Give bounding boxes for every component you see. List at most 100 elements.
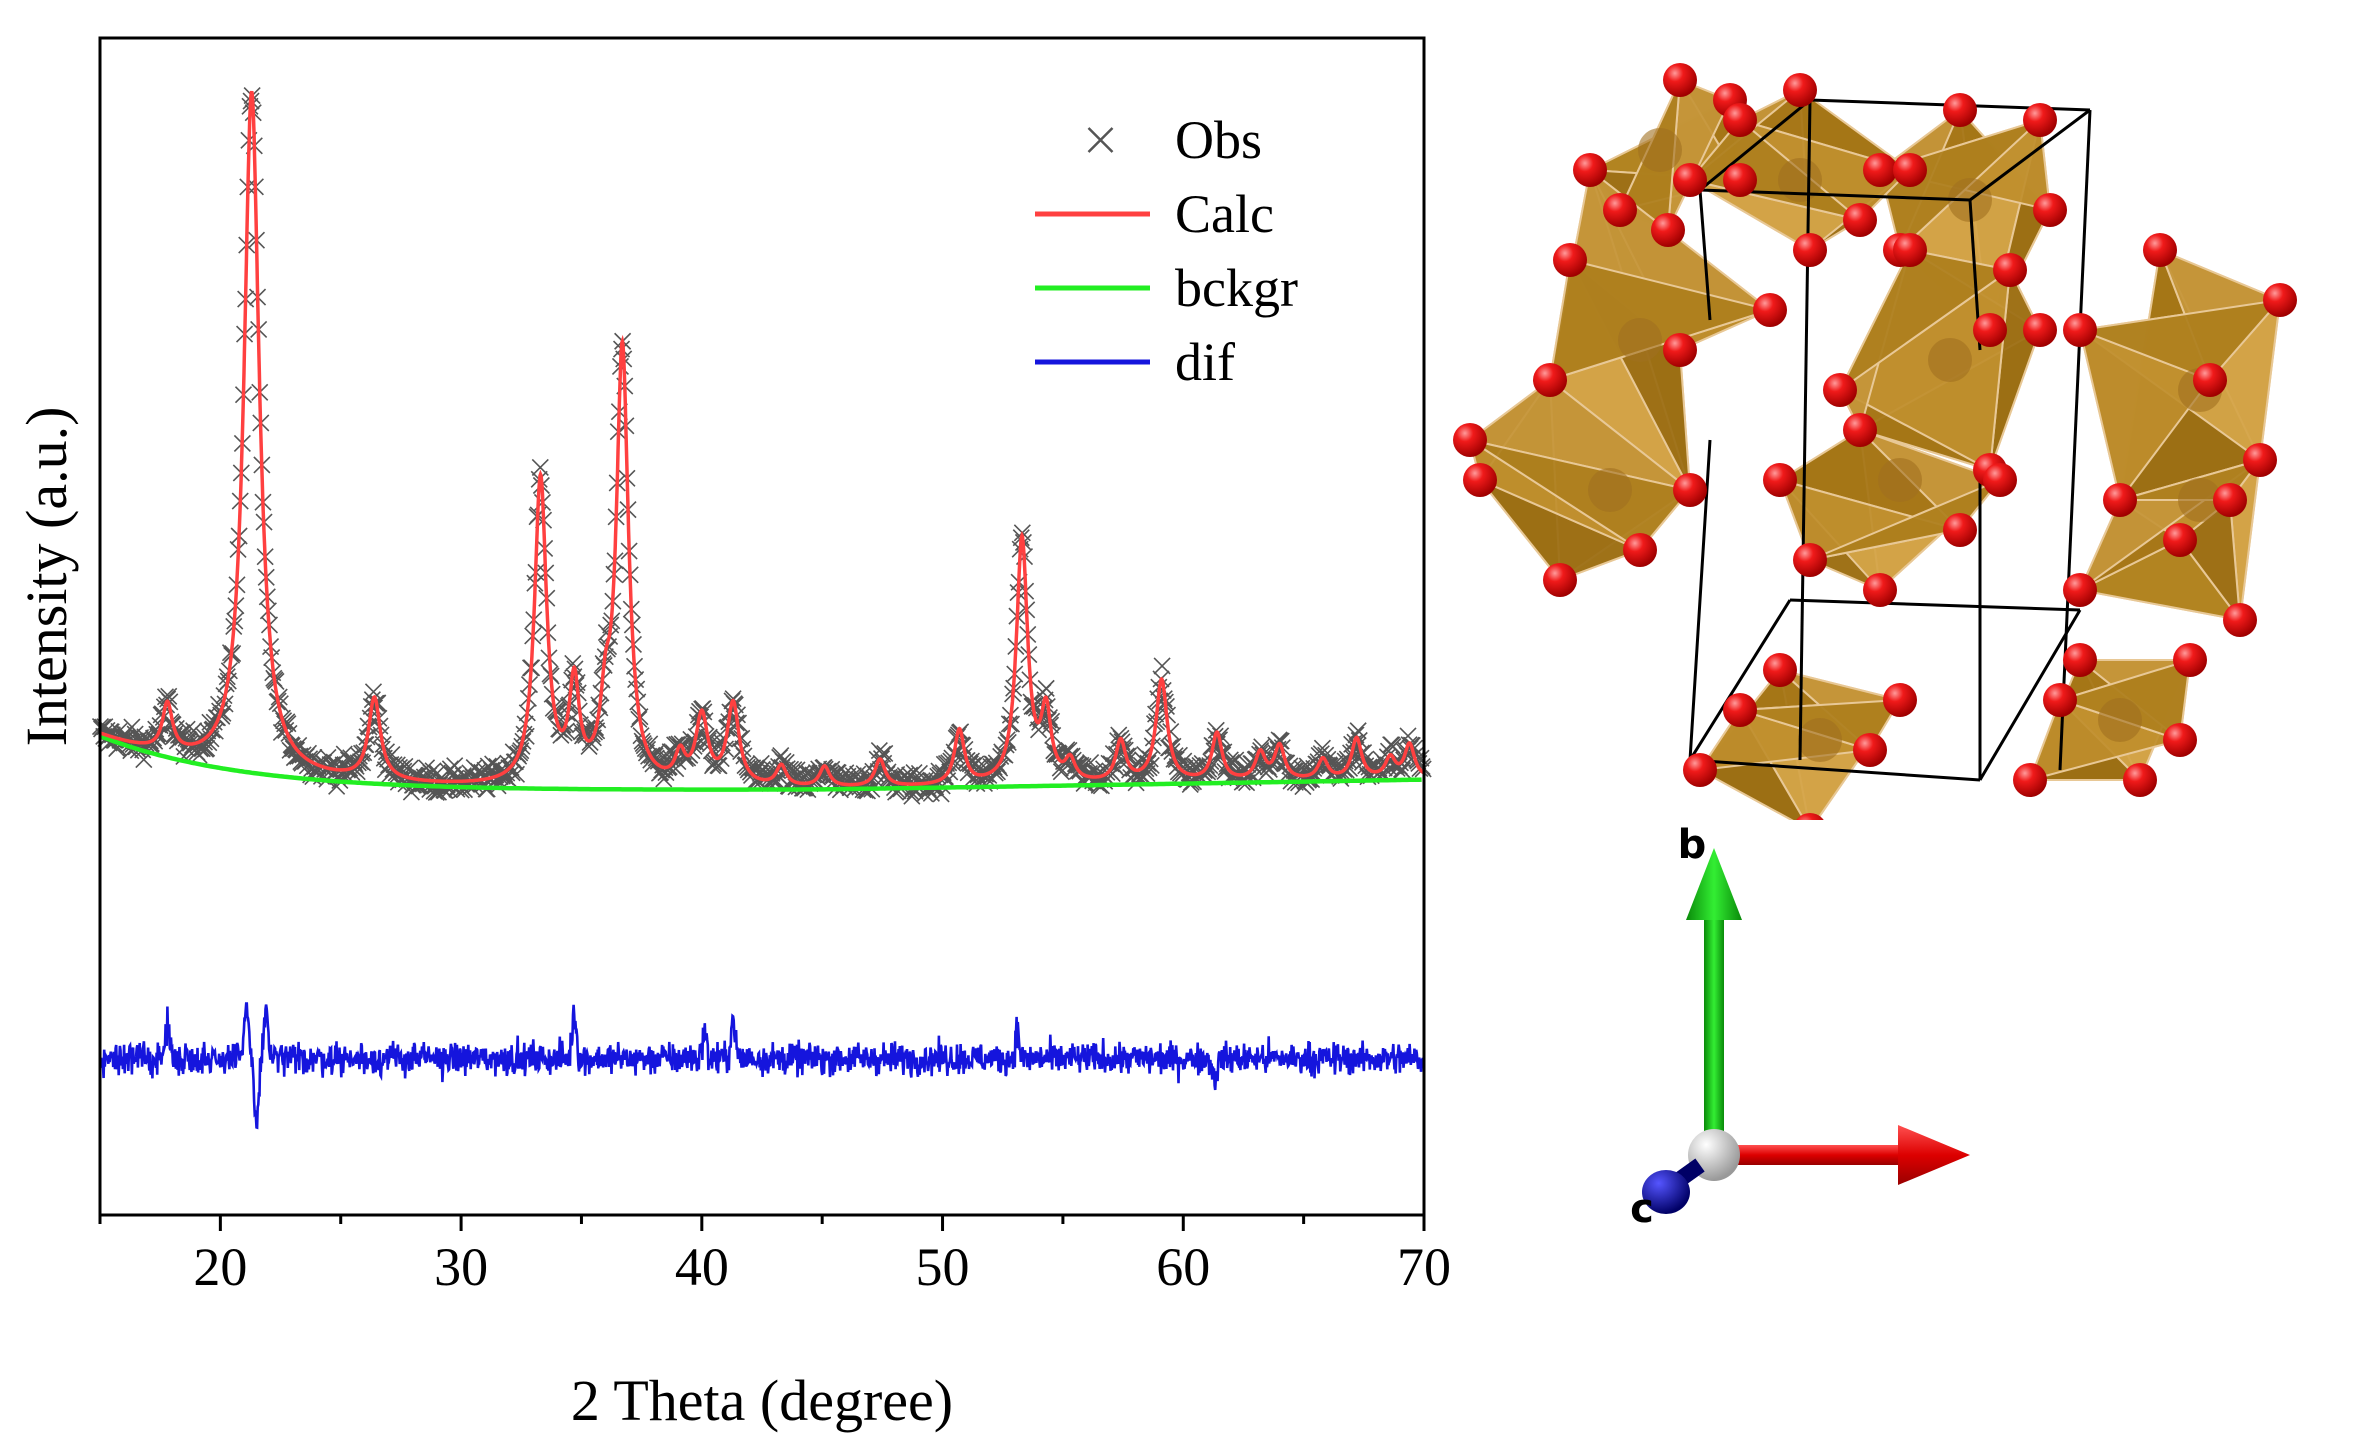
oxygen-atom [2063,313,2097,347]
oxygen-atom [2013,763,2047,797]
oxygen-atom [1853,733,1887,767]
oxygen-atom [1543,563,1577,597]
metal-atom [1778,158,1822,202]
octahedron [1548,168,1774,493]
x-axis-ticks: 20 30 40 50 60 70 [98,1215,1451,1297]
oxygen-atom [1683,753,1717,787]
unit-cell-edge [1798,99,1812,761]
oxygen-atom [1673,163,1707,197]
x-tick-label: 40 [675,1237,729,1297]
x-tick-label: 50 [916,1237,970,1297]
metal-atom [1798,718,1842,762]
oxygen-atom [2143,233,2177,267]
metal-atom [1878,458,1922,502]
x-tick-label: 60 [1156,1237,1210,1297]
oxygen-atom [1943,93,1977,127]
oxygen-atom [1763,653,1797,687]
legend-marker [1087,127,1114,153]
b-axis-label: b [1678,822,1707,868]
metal-atom [1638,128,1682,172]
metal-atom [1928,338,1972,382]
oxygen-atom [1723,163,1757,197]
oxygen-atom [1793,543,1827,577]
metal-atom [1618,318,1662,362]
legend: Obs Calc bckgr dif [1035,110,1298,392]
unit-cell-edge [1978,609,2082,781]
metal-atom [2178,478,2222,522]
oxygen-atom [1453,423,1487,457]
x-tick-label: 30 [434,1237,488,1297]
oxygen-atom [1783,73,1817,107]
c-axis-label: c [1630,1186,1654,1232]
oxygen-atom [1663,63,1697,97]
oxygen-atom [1793,233,1827,267]
legend-label: dif [1175,332,1235,392]
metal-atom [1588,468,1632,512]
oxygen-atom [1823,373,1857,407]
plot-frame [98,36,1426,1217]
legend-item-calc: Calc [1035,184,1274,244]
x-tick-label: 20 [193,1237,247,1297]
oxygen-atom [2223,603,2257,637]
oxygen-atom [2123,763,2157,797]
oxygen-atom [1796,813,1824,820]
xrd-chart: 20 30 40 50 60 70 2 Theta (degree) Intensity … [14,36,1451,1433]
oxygen-atom [2173,643,2207,677]
oxygen-atoms-group [1453,63,2297,820]
metal-atom [2098,698,2142,742]
oxygen-atom [2023,103,2057,137]
oxygen-atom [1893,233,1927,267]
oxygen-atom [1863,573,1897,607]
unit-cell-edge [1688,599,1792,761]
series-calc [99,90,1425,787]
oxygen-atom [2163,723,2197,757]
oxygen-atom [2023,313,2057,347]
oxygen-atom [2103,483,2137,517]
unit-cell-edge [1698,189,1712,321]
b-axis-arrow [1686,848,1742,1140]
oxygen-atom [1651,213,1685,247]
oxygen-atom [1993,253,2027,287]
octahedra-group [1467,77,2283,820]
a-axis-arrow [1730,1125,1970,1185]
legend-label: Obs [1175,110,1262,170]
oxygen-atom [1553,243,1587,277]
octahedron [2028,657,2192,783]
oxygen-atom [1723,103,1757,137]
x-axis-title: 2 Theta (degree) [571,1368,953,1433]
oxygen-atom [1763,463,1797,497]
oxygen-atom [1843,203,1877,237]
unit-cell-edge [1789,598,2081,612]
plot-area [91,87,1432,1130]
oxygen-atom [2063,573,2097,607]
oxygen-atom [2163,523,2197,557]
octahedron-face [1469,439,1692,552]
oxygen-atom [2063,643,2097,677]
oxygen-atom [1723,693,1757,727]
octahedron-face [1839,248,2013,391]
oxygen-atom [1753,293,1787,327]
series-bckgr [99,733,1422,792]
oxygen-atom [1943,513,1977,547]
series-dif [98,1002,1426,1130]
oxygen-atom [1663,333,1697,367]
oxygen-atom [2213,483,2247,517]
legend-item-bckgr: bckgr [1035,258,1298,318]
oxygen-atom [1983,463,2017,497]
legend-item-obs: Obs [1087,110,1262,170]
oxygen-atom [2193,363,2227,397]
unit-cell-edge [1689,758,1981,782]
c-axis-arrow [1642,1158,1705,1214]
octahedron [1777,428,2002,594]
octahedron [1467,377,1692,584]
axis-indicator: b a c [1630,822,1970,1232]
octahedron [1697,667,1902,820]
oxygen-atom [1623,533,1657,567]
oxygen-atom [1573,153,1607,187]
oxygen-atom [1863,153,1897,187]
unit-cell-edge [1699,98,1811,192]
oxygen-atom [1463,463,1497,497]
oxygen-atom [1843,413,1877,447]
oxygen-atom [1533,363,1567,397]
oxygen-atom [1973,313,2007,347]
